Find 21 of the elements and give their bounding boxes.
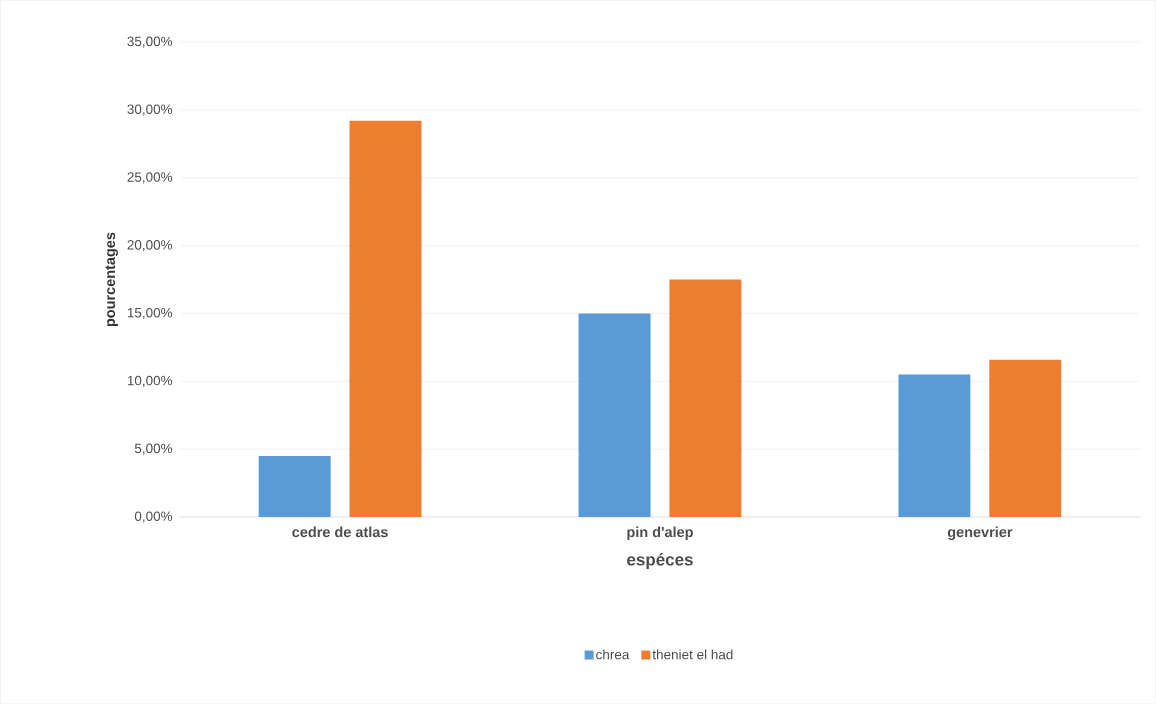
y-tick-label: 0,00% [134,511,173,523]
bar [669,279,742,517]
y-axis-title: pourcentages [105,232,119,327]
legend-label: chrea [596,649,630,660]
y-tick-label: 10,00% [127,375,173,387]
bar [898,374,971,517]
x-tick-label: pin d'alep [627,526,693,540]
x-axis-title: espéces [627,552,693,569]
y-tick-label: 15,00% [127,307,173,320]
y-tick-label: 20,00% [127,240,173,252]
y-tick-label: 25,00% [127,172,173,184]
y-tick-label: 30,00% [127,104,173,116]
bar [578,313,651,517]
x-tick-label: genevrier [947,526,1013,541]
bar [258,455,331,517]
x-tick-label: cedre de atlas [292,526,388,538]
legend-label: theniet el had [652,649,733,660]
y-tick-label: 5,00% [134,443,173,455]
y-tick-label: 35,00% [127,36,173,48]
bar [989,359,1062,517]
bar [349,120,422,517]
